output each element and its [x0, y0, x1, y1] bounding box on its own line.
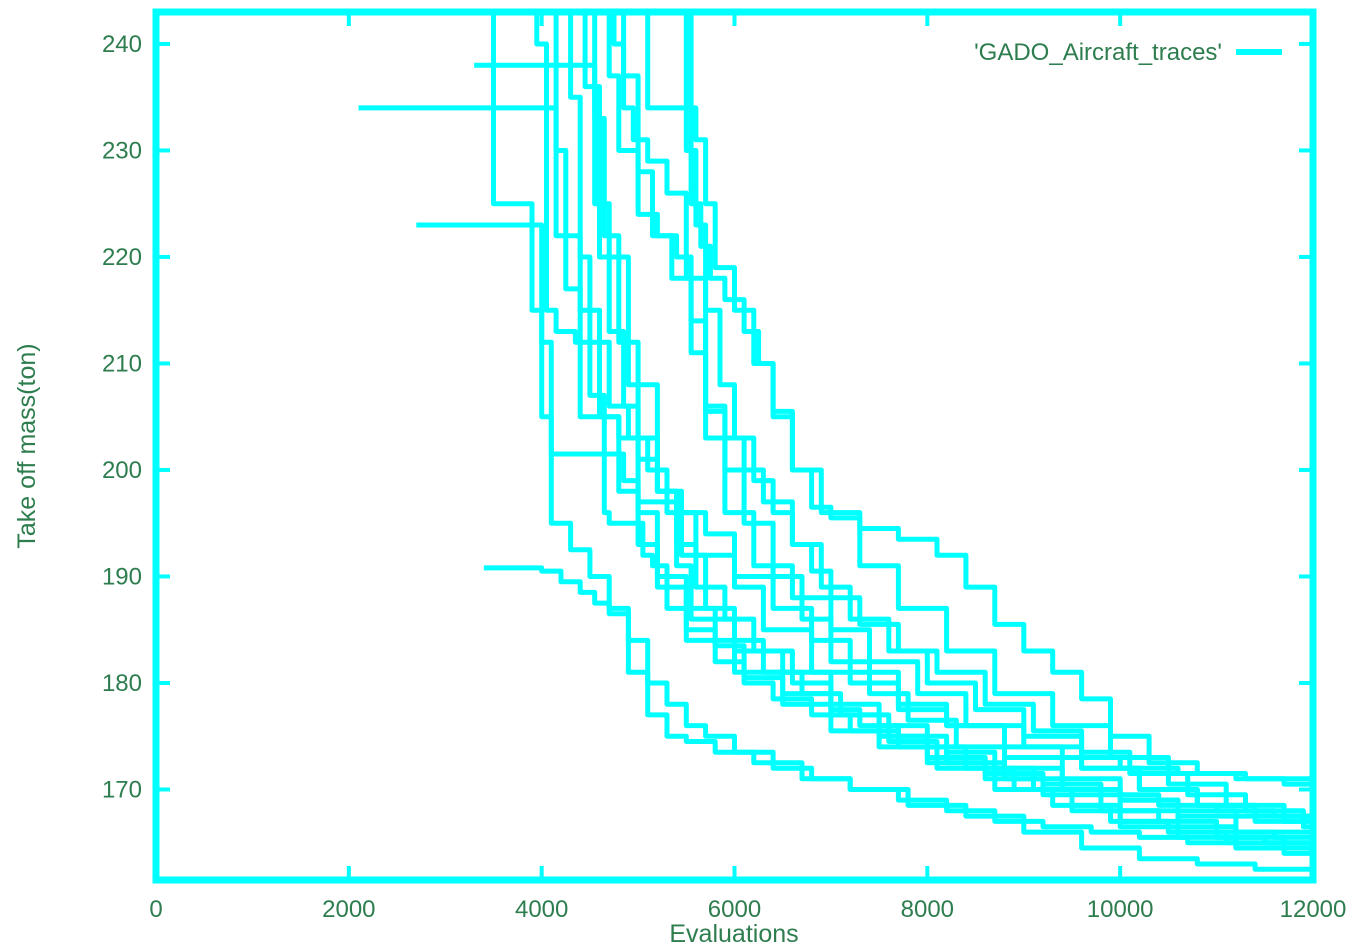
y-tick-label: 240 — [102, 31, 142, 58]
series-line-2 — [416, 222, 1313, 822]
x-tick-label: 8000 — [901, 896, 954, 923]
x-tick-label: 0 — [149, 896, 162, 923]
series-line-15 — [686, 12, 1313, 811]
x-tick-label: 10000 — [1087, 896, 1154, 923]
series-line-11 — [599, 12, 1313, 833]
series-line-5 — [488, 12, 1313, 872]
series-line-10 — [585, 12, 1313, 843]
y-tick-label: 170 — [102, 776, 142, 803]
x-tick-label: 12000 — [1280, 896, 1347, 923]
x-tick-label: 6000 — [708, 896, 761, 923]
series-line-12 — [609, 12, 1313, 848]
series-line-13 — [618, 12, 1313, 822]
tick-layer: 0 2000 4000 6000 8000 10000 12000 170 180 190 200 2… — [102, 12, 1346, 923]
y-tick-label: 230 — [102, 137, 142, 164]
y-tick-label: 180 — [102, 670, 142, 697]
series-line-16 — [681, 12, 1313, 833]
y-tick-label: 200 — [102, 457, 142, 484]
y-tick-label: 220 — [102, 244, 142, 271]
series-layer — [358, 12, 1313, 872]
x-tick-label: 2000 — [322, 896, 375, 923]
x-axis-label: Evaluations — [669, 920, 798, 948]
y-axis-label: Take off mass(ton) — [13, 343, 41, 548]
legend-label: 'GADO_Aircraft_traces' — [974, 39, 1222, 66]
series-line-1 — [358, 105, 1313, 848]
x-tick-label: 4000 — [515, 896, 568, 923]
y-tick-label: 210 — [102, 350, 142, 377]
y-tick-label: 190 — [102, 563, 142, 590]
series-line-8 — [561, 12, 1313, 843]
legend: 'GADO_Aircraft_traces' — [974, 39, 1282, 66]
series-line-4 — [483, 565, 1313, 859]
